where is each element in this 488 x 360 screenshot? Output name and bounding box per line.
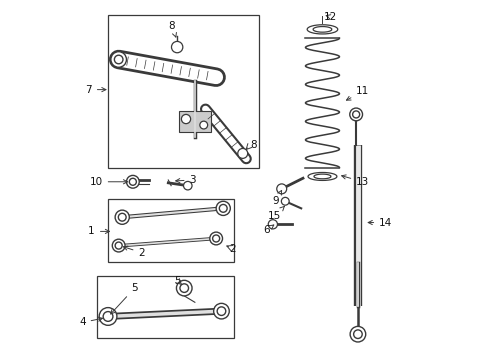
Circle shape xyxy=(126,175,139,188)
Text: 14: 14 xyxy=(367,217,392,228)
Text: 8: 8 xyxy=(249,140,256,149)
Text: 5: 5 xyxy=(110,283,138,314)
Bar xyxy=(108,199,233,261)
Text: 5: 5 xyxy=(174,276,180,286)
Circle shape xyxy=(352,111,359,118)
Text: 9: 9 xyxy=(272,190,281,206)
Circle shape xyxy=(353,330,362,338)
Circle shape xyxy=(213,303,229,319)
Circle shape xyxy=(216,201,230,215)
Circle shape xyxy=(349,108,362,121)
Circle shape xyxy=(268,220,277,229)
Text: 2: 2 xyxy=(123,246,145,258)
Circle shape xyxy=(183,181,192,190)
Circle shape xyxy=(237,148,247,158)
Text: 1: 1 xyxy=(88,226,109,237)
Text: 4: 4 xyxy=(79,317,102,328)
Circle shape xyxy=(180,284,188,292)
Bar xyxy=(108,15,258,168)
Circle shape xyxy=(217,307,225,315)
Circle shape xyxy=(112,239,125,252)
Circle shape xyxy=(111,52,126,67)
Bar xyxy=(97,276,233,338)
Circle shape xyxy=(200,121,207,129)
Circle shape xyxy=(115,210,129,224)
Circle shape xyxy=(118,213,126,221)
Text: 8: 8 xyxy=(168,21,176,37)
Text: 13: 13 xyxy=(341,175,368,187)
Circle shape xyxy=(115,242,122,249)
Text: 7: 7 xyxy=(85,85,106,95)
Text: 2: 2 xyxy=(228,244,235,254)
Text: 3: 3 xyxy=(175,175,196,185)
Circle shape xyxy=(176,280,192,296)
Text: 12: 12 xyxy=(324,12,337,22)
Text: 10: 10 xyxy=(89,177,127,187)
Circle shape xyxy=(219,204,226,212)
Circle shape xyxy=(209,232,222,245)
Text: 6: 6 xyxy=(263,225,273,235)
Text: 15: 15 xyxy=(267,206,284,221)
Circle shape xyxy=(103,312,113,321)
Circle shape xyxy=(99,307,117,325)
Circle shape xyxy=(114,55,122,64)
Circle shape xyxy=(181,114,190,123)
Circle shape xyxy=(171,41,183,53)
Polygon shape xyxy=(179,111,210,132)
Circle shape xyxy=(276,184,286,194)
Circle shape xyxy=(129,178,136,185)
Circle shape xyxy=(281,197,288,205)
Circle shape xyxy=(212,235,219,242)
Circle shape xyxy=(349,327,365,342)
Text: 11: 11 xyxy=(346,86,368,100)
